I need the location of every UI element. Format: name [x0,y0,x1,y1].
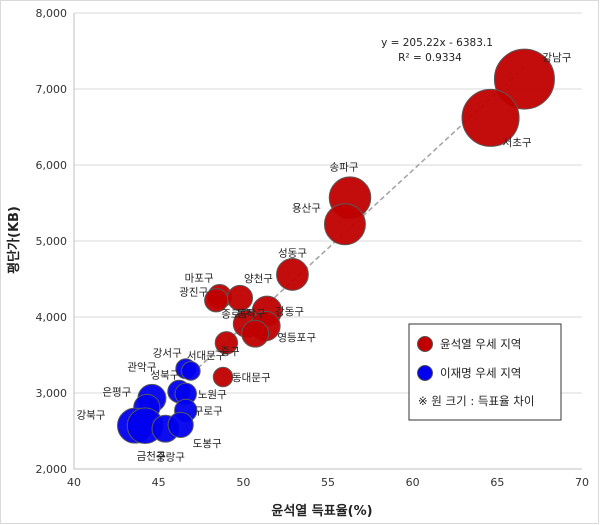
legend-label-lee: 이재명 우세 지역 [440,366,521,380]
bubble-label: 강남구 [542,52,571,64]
bubble-point [167,411,194,439]
x-tick-label: 50 [236,476,250,489]
bubble-label: 마포구 [185,272,214,284]
legend-marker-lee [417,365,433,381]
bubble-label: 중구 [220,346,240,358]
bubble-label: 강서구 [153,348,182,360]
x-axis-title: 윤석열 득표율(%) [271,503,372,519]
x-tick-label: 55 [321,476,335,489]
bubble-label: 송파구 [330,162,359,174]
bubble-point [181,361,201,381]
bubble-label: 성동구 [278,247,307,259]
bubble-point [214,331,239,355]
bubble-label: 강북구 [76,410,105,422]
bubble-label: 노원구 [198,389,227,401]
bubble-point [204,288,229,313]
bubble-label: 서초구 [503,137,532,149]
trendline-r2: R² = 0.9334 [398,52,462,64]
axes [73,13,582,470]
bubble-points [116,48,555,445]
y-tick-label: 3,000 [36,387,68,400]
y-tick-label: 6,000 [36,159,68,172]
x-tick-label: 40 [67,476,81,489]
bubble-label: 종로구 [221,309,250,321]
bubble-point [226,284,254,312]
x-tick-label: 70 [575,476,589,489]
trendline-equation: y = 205.22x - 6383.1 [381,37,493,49]
bubble-label: 서대문구 [187,350,226,362]
bubble-label: 동작구 [237,308,266,320]
bubble-label: 용산구 [292,202,321,214]
bubble-label: 중랑구 [156,452,185,464]
legend-box [408,323,562,421]
y-tick-label: 2,000 [36,463,68,476]
bubble-label: 양천구 [244,273,273,285]
x-tick-label: 45 [152,476,166,489]
bubble-label: 관악구 [127,361,156,373]
legend-marker-yoon [417,336,433,352]
bubble-label: 금천구 [137,451,166,463]
bubble-label: 은평구 [102,386,131,398]
x-tick-label: 60 [406,476,420,489]
bubble-label: 광진구 [179,286,208,298]
bubble-point [276,258,309,291]
bubble-point [241,319,270,348]
bubble-point [493,48,555,110]
y-tick-label: 7,000 [36,83,68,96]
y-tick-labels: 2,000 3,000 4,000 5,000 6,000 7,000 8,000 [36,7,68,476]
bubble-point [323,203,366,246]
y-tick-label: 4,000 [36,311,68,324]
bubble-label: 동대문구 [232,372,271,384]
legend-note: ※ 원 크기 : 득표율 차이 [418,394,534,408]
y-axis-title: 평단가(KB) [6,206,22,274]
legend-label-yoon: 윤석열 우세 지역 [440,337,521,351]
y-tick-label: 8,000 [36,7,68,20]
bubble-label: 도봉구 [193,438,222,450]
x-tick-label: 65 [490,476,504,489]
bubble-point [212,366,234,388]
bubble-label: 성북구 [150,369,179,381]
bubble-label: 강동구 [275,306,304,318]
bubble-label: 영등포구 [277,332,316,344]
legend: 윤석열 우세 지역 이재명 우세 지역 ※ 원 크기 : 득표율 차이 [408,323,562,421]
bubble-label: 구로구 [194,405,223,417]
x-tick-labels: 40 45 50 55 60 65 70 [67,476,589,489]
bubble-point [461,88,520,147]
y-tick-label: 5,000 [36,235,68,248]
